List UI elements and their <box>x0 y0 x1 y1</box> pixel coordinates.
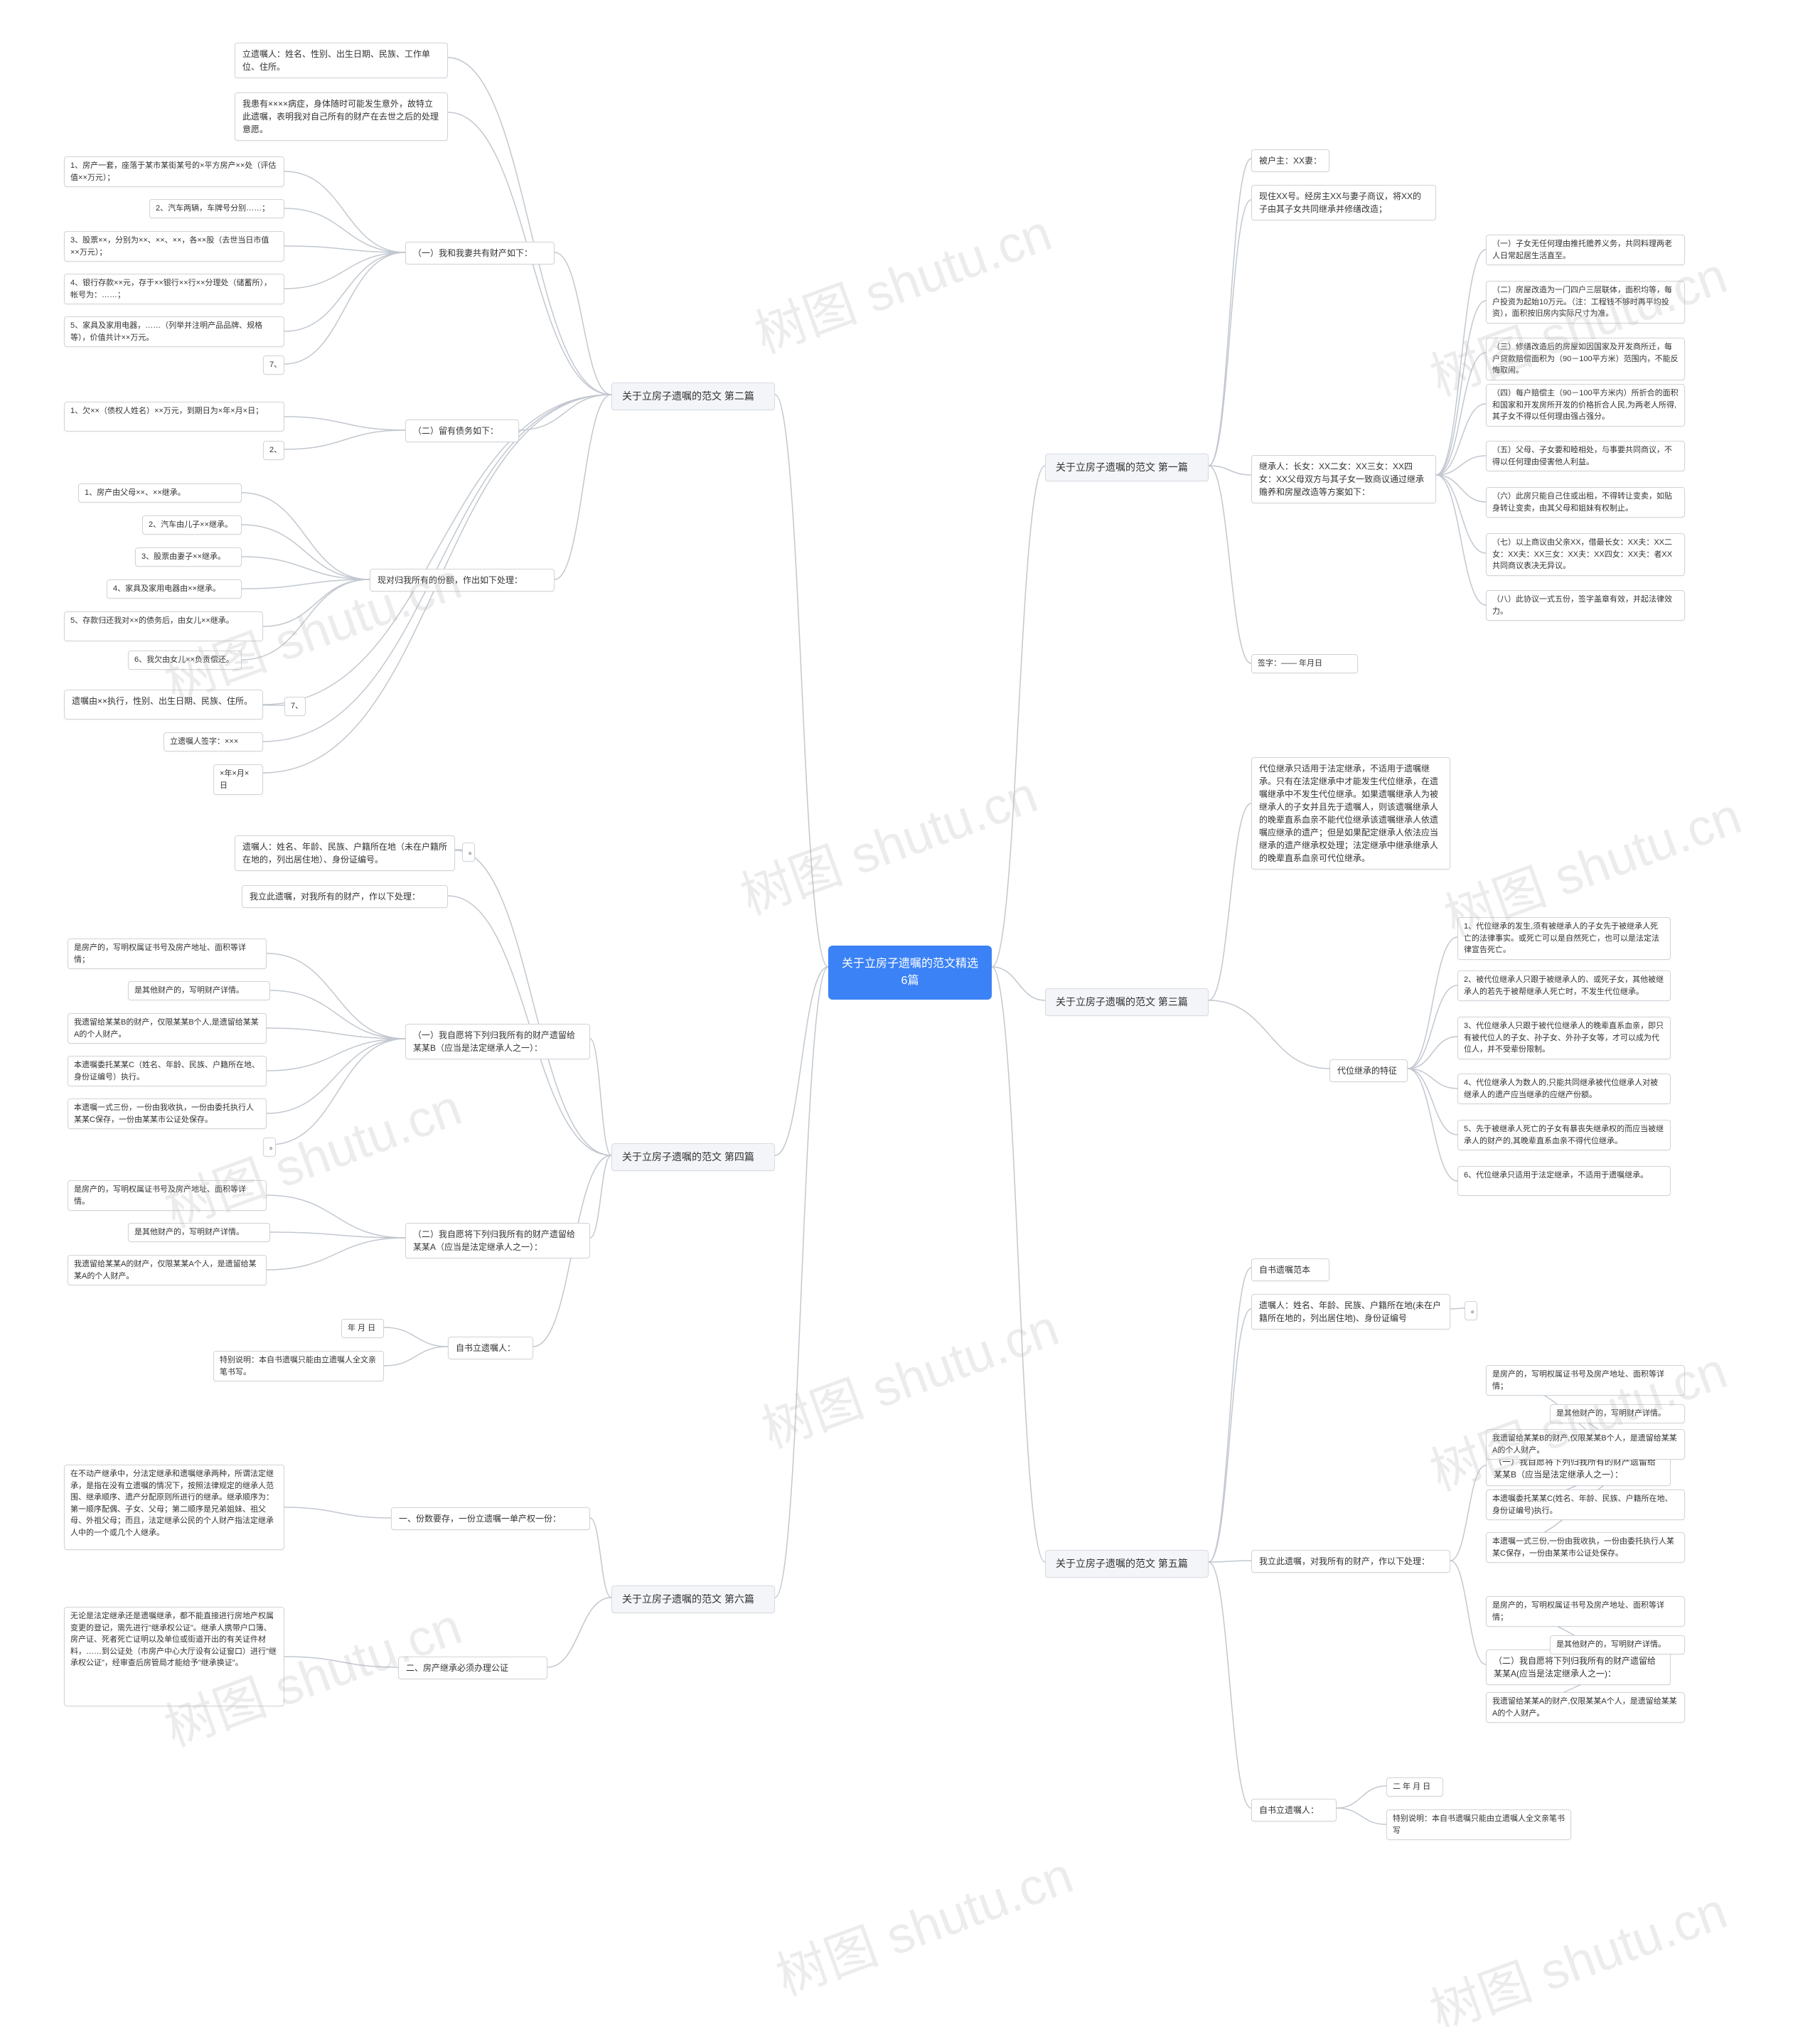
mindmap-leaf[interactable]: 代位继承的特征 <box>1329 1059 1408 1082</box>
mindmap-leaf[interactable]: 1、房产由父母××、××继承。 <box>78 483 242 503</box>
mindmap-branch[interactable]: 关于立房子遗嘱的范文 第四篇 <box>611 1143 775 1171</box>
mindmap-leaf[interactable]: 签字：—— 年月日 <box>1251 654 1358 673</box>
mindmap-leaf[interactable]: 自书立遗嘱人： <box>448 1337 533 1359</box>
mindmap-leaf[interactable]: 2、 <box>263 441 284 460</box>
mindmap-leaf[interactable]: 我患有××××病症，身体随时可能发生意外，故特立此遗嘱，表明我对自己所有的财产在… <box>235 92 448 141</box>
mindmap-leaf[interactable]: （六）此房只能自己住或出租，不得转让变卖，如贴身转让变卖，由其父母和姐妹有权制止… <box>1486 487 1685 518</box>
mindmap-leaf[interactable]: 现对归我所有的份额，作出如下处理： <box>370 569 555 592</box>
mindmap-leaf[interactable]: 立遗嘱人：姓名、性别、出生日期、民族、工作单位、住所。 <box>235 43 448 78</box>
mindmap-leaf[interactable]: （八）此协议一式五份，签字盖章有效，并起法律效力。 <box>1486 590 1685 621</box>
mindmap-leaf[interactable]: 5、先于被继承人死亡的子女有暴丧失继承权的而应当被继承人的财产的,其晚辈直系血亲… <box>1457 1120 1671 1150</box>
mindmap-leaf[interactable]: 本遗嘱一式三份，一份由我收执，一份由委托执行人某某C保存，一份由某某市公证处保存… <box>68 1098 267 1129</box>
mindmap-leaf[interactable]: 是房产的，写明权属证书号及房产地址、面积等详情； <box>1486 1365 1685 1396</box>
mindmap-leaf[interactable]: 是其他财产的，写明财产详情。 <box>1550 1404 1685 1423</box>
mindmap-leaf[interactable]: 我遗留给某某B的财产,仅限某某B个人，是遗留给某某A的个人财产。 <box>1486 1429 1685 1460</box>
mindmap-leaf[interactable]: （一）我自愿将下列归我所有的财产遗留给某某B（应当是法定继承人之一）： <box>405 1024 590 1059</box>
mindmap-leaf[interactable]: 自书遗嘱范本 <box>1251 1258 1329 1281</box>
mindmap-leaf[interactable]: 6、代位继承只适用于法定继承，不适用于遗嘱继承。 <box>1457 1166 1671 1196</box>
mindmap-leaf[interactable]: 1、代位继承的发生,须有被继承人的子女先于被继承人死亡的法律事实。或死亡可以是自… <box>1457 917 1671 960</box>
mindmap-leaf[interactable]: 5、存款归还我对××的债务后，由女儿××继承。 <box>64 611 263 641</box>
mindmap-leaf[interactable]: 我遗留给某某A的财产，仅限某某A个人，是遗留给某某A的个人财产。 <box>68 1255 267 1285</box>
mindmap-leaf[interactable]: 是其他财产的，写明财产详情。 <box>128 981 270 1000</box>
mindmap-leaf[interactable]: 6、我欠由女儿××负责偿还。 <box>128 651 242 670</box>
mindmap-leaf[interactable]: 。 <box>1465 1301 1477 1320</box>
mindmap-leaf[interactable]: 特别说明：本自书遗嘱只能由立遗嘱人全文亲笔书写。 <box>213 1351 384 1381</box>
mindmap-leaf[interactable]: 3、代位继承人只跟于被代位继承人的晚辈直系血亲，即只有被代位人的子女、孙子女、外… <box>1457 1017 1671 1059</box>
mindmap-leaf[interactable]: 自书立遗嘱人： <box>1251 1799 1337 1822</box>
mindmap-leaf[interactable]: 无论是法定继承还是遗嘱继承，都不能直接进行房地产权属变更的登记，需先进行"继承权… <box>64 1607 284 1706</box>
mindmap-leaf[interactable]: 7、 <box>284 697 306 716</box>
mindmap-leaf[interactable]: 立遗嘱人签字：××× <box>164 732 263 752</box>
mindmap-branch[interactable]: 关于立房子遗嘱的范文 第五篇 <box>1045 1550 1209 1578</box>
mindmap-leaf[interactable]: 是房产的，写明权属证书号及房产地址、面积等详情； <box>68 938 267 969</box>
mindmap-leaf[interactable]: 。 <box>263 1138 276 1157</box>
mindmap-leaf[interactable]: 是房产的，写明权属证书号及房产地址、面积等详情。 <box>68 1180 267 1211</box>
mindmap-leaf[interactable]: 二、房产继承必须办理公证 <box>398 1657 547 1679</box>
mindmap-leaf[interactable]: 4、代位继承人为数人的,只能共同继承被代位继承人对被继承人的遗产应当继承的应继产… <box>1457 1074 1671 1104</box>
mindmap-leaf[interactable]: 1、欠××（债权人姓名）××万元，到期日为×年×月×日； <box>64 402 284 432</box>
mindmap-leaf[interactable]: 5、家具及家用电器，……（列举并注明产品品牌、规格等），价值共计××万元。 <box>64 316 284 347</box>
mindmap-leaf[interactable]: 我立此遗嘱，对我所有的财产，作以下处理： <box>242 885 448 908</box>
mindmap-leaf[interactable]: 是房产的，写明权属证书号及房产地址、面积等详情； <box>1486 1596 1685 1627</box>
watermark: 树图 shutu.cn <box>729 753 1046 929</box>
mindmap-leaf[interactable]: （二）房屋改造为一门四户三层联体，面积均等，每户投资为起始10万元。（注：工程钱… <box>1486 281 1685 323</box>
mindmap-leaf[interactable]: 代位继承只适用于法定继承，不适用于遗嘱继承。只有在法定继承中才能发生代位继承，在… <box>1251 757 1450 870</box>
mindmap-leaf[interactable]: 特别说明：本自书遗嘱只能由立遗嘱人全文亲笔书写 <box>1386 1809 1571 1840</box>
mindmap-leaf[interactable]: 在不动产继承中，分法定继承和遗嘱继承两种，所谓法定继承，是指在没有立遗嘱的情况下… <box>64 1465 284 1550</box>
mindmap-leaf[interactable]: 本遗嘱委托某某C（姓名、年龄、民族、户籍所在地、身份证编号）执行。 <box>68 1056 267 1086</box>
mindmap-leaf[interactable]: 3、股票由妻子××继承。 <box>135 547 242 567</box>
mindmap-leaf[interactable]: （四）每户赔偿主（90－100平方米内）所折合的面积和国家和开发房所开发的价格折… <box>1486 384 1685 427</box>
watermark: 树图 shutu.cn <box>153 1066 470 1242</box>
mindmap-branch[interactable]: 关于立房子遗嘱的范文 第三篇 <box>1045 988 1209 1016</box>
mindmap-leaf[interactable]: 7、 <box>263 355 284 375</box>
mindmap-leaf[interactable]: 2、汽车两辆，车牌号分别……； <box>149 199 284 218</box>
mindmap-leaf[interactable]: 是其他财产的，写明财产详情。 <box>128 1223 270 1242</box>
mindmap-leaf[interactable]: （一）我和我妻共有财产如下： <box>405 242 555 264</box>
mindmap-leaf[interactable]: 继承人：长女：XX二女：XX三女：XX四女：XX父母双方与其子女一致商议通过继承… <box>1251 455 1436 503</box>
mindmap-leaf[interactable]: 我立此遗嘱，对我所有的财产，作以下处理： <box>1251 1550 1450 1573</box>
mindmap-leaf[interactable]: 一、份数要存，一份立遗嘱一单产权一份： <box>391 1507 590 1530</box>
watermark: 树图 shutu.cn <box>764 1834 1081 2010</box>
mindmap-leaf[interactable]: 本遗嘱一式三份,一份由我收执，一份由委托执行人某某C保存，一份由某某市公证处保存… <box>1486 1532 1685 1563</box>
mindmap-leaf[interactable]: 我遗留给某某A的财产,仅限某某A个人，是遗留给某某A的个人财产。 <box>1486 1692 1685 1723</box>
mindmap-branch[interactable]: 关于立房子遗嘱的范文 第六篇 <box>611 1585 775 1613</box>
mindmap-leaf[interactable]: （二）我自愿将下列归我所有的财产遗留给某某A(应当是法定继承人之一)： <box>1486 1649 1671 1685</box>
mindmap-leaf[interactable]: 2、汽车由儿子××继承。 <box>142 515 242 535</box>
mindmap-leaf[interactable]: 被户主：XX妻： <box>1251 149 1329 172</box>
mindmap-leaf[interactable]: （二）我自愿将下列归我所有的财产遗留给某某A（应当是法定继承人之一）： <box>405 1223 590 1258</box>
mindmap-leaf[interactable]: 现住XX号。经房主XX与妻子商议，将XX的子由其子女共同继承并修缮改造； <box>1251 185 1436 220</box>
mindmap-leaf[interactable]: （一）子女无任何理由推托赡养义务，共同料理两老人日常起居生活直至。 <box>1486 235 1685 265</box>
mindmap-root[interactable]: 关于立房子遗嘱的范文精选6篇 <box>828 946 992 1000</box>
mindmap-leaf[interactable]: （三）修缮改造后的房屋如因国家及开发商所迁，每户贷款赔偿面积为（90－100平方… <box>1486 338 1685 380</box>
mindmap-leaf[interactable]: 。 <box>462 843 475 862</box>
mindmap-leaf[interactable]: 我遗留给某某B的财产，仅限某某B个人,是遗留给某某A的个人财产。 <box>68 1013 267 1044</box>
mindmap-leaf[interactable]: 遗嘱人：姓名、年龄、民族、户籍所在地（未在户籍所在地的，列出居住地）、身份证编号… <box>235 835 455 871</box>
mindmap-leaf[interactable]: 3、股票××，分别为××、××、××，各××股（去世当日市值××万元）； <box>64 231 284 262</box>
watermark: 树图 shutu.cn <box>743 191 1060 368</box>
mindmap-leaf[interactable]: 遗嘱人：姓名、年龄、民族、户籍所在地(未在户籍所在地的，列出居住地)、身份证编号 <box>1251 1294 1450 1330</box>
mindmap-leaf[interactable]: （二）留有债务如下： <box>405 419 519 442</box>
mindmap-leaf[interactable]: （五）父母、子女要和睦相处，与事要共同商议，不得以任何理由侵害他人利益。 <box>1486 441 1685 471</box>
mindmap-leaf[interactable]: 4、银行存款××元，存于××银行××行××分理处（储蓄所），帐号为：……； <box>64 274 284 304</box>
mindmap-branch[interactable]: 关于立房子遗嘱的范文 第一篇 <box>1045 454 1209 481</box>
mindmap-leaf[interactable]: （七）以上商议由父亲XX，借最长女：XX夫：XX二女：XX夫：XX三女：XX夫：… <box>1486 533 1685 576</box>
mindmap-branch[interactable]: 关于立房子遗嘱的范文 第二篇 <box>611 383 775 410</box>
mindmap-leaf[interactable]: 1、房产一套，座落于某市某街某号的×平方房产××处（评估值××万元）； <box>64 156 284 187</box>
mindmap-leaf[interactable]: 二 年 月 日 <box>1386 1777 1443 1797</box>
mindmap-leaf[interactable]: 年 月 日 <box>341 1319 384 1338</box>
mindmap-leaf[interactable]: 4、家具及家用电器由××继承。 <box>107 579 242 599</box>
mindmap-leaf[interactable]: 本遗嘱委托某某C(姓名、年龄、民族、户籍所在地、身份证编号)执行。 <box>1486 1490 1685 1520</box>
mindmap-leaf[interactable]: 是其他财产的，写明财产详情。 <box>1550 1635 1685 1654</box>
mindmap-leaf[interactable]: 遗嘱由××执行，性别、出生日期、民族、住所。 <box>64 690 263 720</box>
watermark: 树图 shutu.cn <box>1418 1869 1735 2027</box>
watermark: 树图 shutu.cn <box>750 1286 1067 1462</box>
mindmap-leaf[interactable]: ×年×月×日 <box>213 764 263 795</box>
mindmap-leaf[interactable]: 2、被代位继承人只跟于被继承人的、或死子女，其他被继承人的若先于被帮继承人死亡时… <box>1457 970 1671 1001</box>
